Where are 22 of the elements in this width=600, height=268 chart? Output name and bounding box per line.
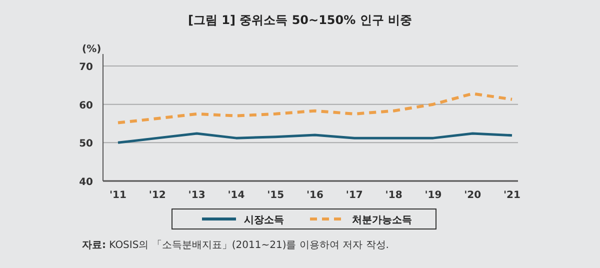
x-tick-label: '19 — [424, 190, 442, 201]
chart-title: [그림 1] 중위소득 50~150% 인구 비중 — [188, 13, 412, 27]
y-tick-label: 70 — [79, 62, 94, 73]
x-tick-label: '21 — [504, 190, 521, 201]
x-tick-label: '20 — [464, 190, 482, 201]
x-tick-label: '13 — [188, 190, 206, 201]
y-tick-label: 40 — [79, 177, 94, 188]
x-tick-label: '15 — [267, 190, 284, 201]
text: 자료: KOSIS의 「소득분배지표」(2011~21)를 이용하여 저자 작성. — [82, 239, 389, 251]
line-series — [116, 92, 514, 124]
x-tick-label: '17 — [346, 190, 363, 201]
x-tick-label: '16 — [306, 190, 324, 201]
y-tick-label: 50 — [79, 138, 94, 150]
x-tick-label: '11 — [110, 190, 127, 201]
line-series — [116, 132, 514, 144]
x-tick-label: '12 — [148, 190, 166, 201]
y-axis-title: (%) — [82, 44, 102, 55]
y-tick-label: 60 — [79, 100, 94, 112]
x-tick-label: '14 — [228, 190, 245, 201]
legend-label: 시장소득 — [244, 215, 284, 226]
x-tick-label: '18 — [385, 190, 402, 201]
legend-label: 처분가능소득 — [352, 215, 412, 226]
